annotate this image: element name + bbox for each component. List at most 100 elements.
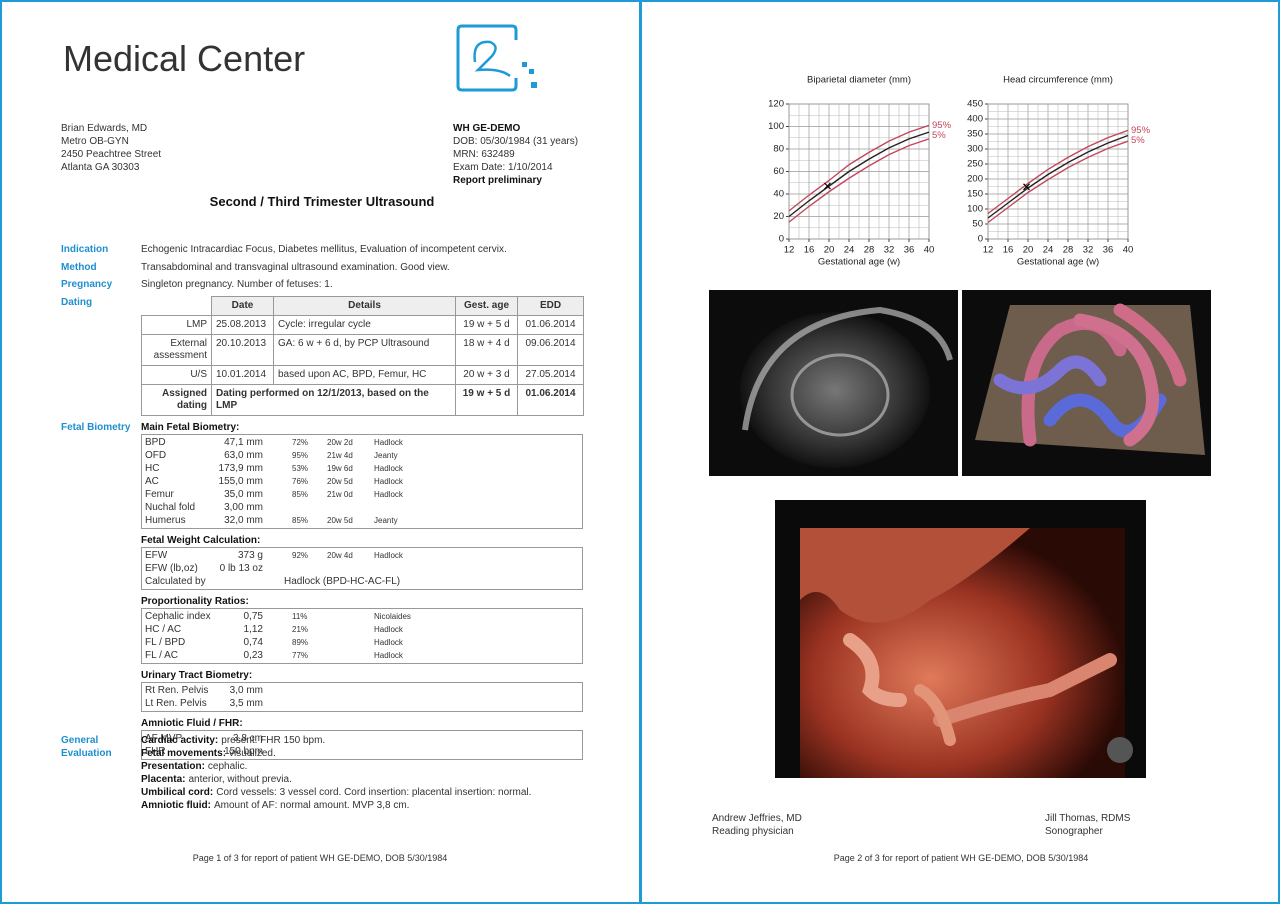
y-tick-label: 20 (773, 211, 784, 222)
table-cell: 20 w + 3 d (455, 365, 518, 385)
biometry-cell: AF MVP (145, 733, 183, 744)
patient-line: Report preliminary (453, 175, 542, 186)
patient-point (1023, 183, 1030, 191)
biometry-cell: Nicolaides (374, 612, 411, 621)
legend-label: 5% (932, 130, 946, 141)
chart-title: Biparietal diameter (mm) (807, 75, 911, 86)
table-cell (141, 296, 212, 316)
biometry-cell: 1,12 (243, 624, 263, 635)
report-title: Second / Third Trimester Ultrasound (209, 194, 435, 209)
biometry-cell: 63,0 mm (224, 450, 263, 461)
biometry-cell: 3,0 mm (229, 685, 263, 696)
y-tick-label: 250 (967, 159, 983, 170)
footer: Page 2 of 3 for report of patient WH GE-… (833, 853, 1089, 863)
biometry-cell: HC (145, 463, 160, 474)
general-item: Presentation: cephalic. (141, 760, 247, 773)
dating-table: Date Details Gest. age EDD LMP 25.08.2013 Cycl… (141, 296, 584, 416)
x-tick-label: 40 (1123, 245, 1134, 256)
x-tick-label: 28 (1063, 245, 1074, 256)
doctor-line: Metro OB-GYN (61, 136, 129, 147)
group-box: Rt Ren. Pelvis 3,0 mm Lt Ren. Pelvis 3,5 mm (141, 682, 583, 712)
table-cell: Details (273, 296, 456, 316)
biometry-cell: 21% (292, 625, 309, 634)
table-cell: Date (211, 296, 274, 316)
section-text: Echogenic Intracardiac Focus, Diabetes m… (141, 244, 507, 255)
biometry-cell: 373 g (237, 550, 263, 561)
biometry-cell: FL / AC (145, 650, 178, 661)
biometry-cell: Calculated by (145, 576, 206, 587)
x-tick-label: 24 (844, 245, 855, 256)
x-tick-label: 36 (1103, 245, 1114, 256)
x-tick-label: 16 (1003, 245, 1014, 256)
biometry-cell: 32,0 mm (224, 515, 263, 526)
signature-role: Reading physician (712, 826, 794, 837)
biometry-cell: 21w 4d (327, 451, 353, 460)
percentile-line (788, 124, 930, 212)
biometry-cell: Hadlock (374, 651, 403, 660)
table-cell: U/S (141, 365, 212, 385)
x-axis-label: Gestational age (w) (1017, 257, 1099, 268)
chart-title: Head circumference (mm) (1003, 75, 1113, 86)
biometry-cell: 3,00 mm (224, 502, 263, 513)
table-cell: 27.05.2014 (517, 365, 584, 385)
biometry-cell: OFD (145, 450, 167, 461)
table-cell: GA: 6 w + 6 d, by PCP Ultrasound (273, 334, 456, 366)
table-cell: Gest. age (455, 296, 518, 316)
section-label: Fetal Biometry (61, 422, 131, 433)
ultrasound-image-2d (709, 290, 958, 476)
percentile-line (987, 140, 1129, 224)
general-item: Amniotic fluid: Amount of AF: normal amou… (141, 799, 409, 812)
item-label: Presentation: (141, 761, 205, 772)
general-item: Fetal movements: visualized. (141, 747, 276, 760)
table-cell: 20.10.2013 (211, 334, 274, 366)
item-label: Placenta: (141, 774, 186, 785)
y-tick-label: 100 (967, 204, 983, 215)
percentile-line (788, 138, 930, 223)
x-tick-label: 20 (1023, 245, 1034, 256)
biometry-cell: 35,0 mm (224, 489, 263, 500)
y-tick-label: 100 (768, 121, 784, 132)
biometry-cell: 0,23 (243, 650, 263, 661)
biometry-cell: HC / AC (145, 624, 182, 635)
footer: Page 1 of 3 for report of patient WH GE-… (192, 853, 448, 863)
x-tick-label: 32 (884, 245, 895, 256)
signature-name: Jill Thomas, RDMS (1045, 813, 1131, 824)
biometry-cell: Hadlock (374, 551, 403, 560)
x-axis-label: Gestational age (w) (818, 257, 900, 268)
y-tick-label: 80 (773, 144, 784, 155)
item-text: Cord vessels: 3 vessel cord. Cord insert… (216, 787, 532, 798)
biometry-cell: 53% (292, 464, 309, 473)
biometry-cell: 3,8 cm (232, 733, 263, 744)
biometry-cell: 21w 0d (327, 490, 353, 499)
section-label: Pregnancy (61, 279, 113, 290)
percentile-line (788, 131, 930, 218)
y-tick-label: 450 (967, 99, 983, 110)
x-tick-label: 16 (804, 245, 815, 256)
table-cell: 01.06.2014 (517, 384, 584, 416)
biometry-cell: BPD (145, 437, 166, 448)
ultrasound-image-3d-render (775, 500, 1146, 778)
biometry-cell: FHR (145, 746, 166, 757)
biometry-cell: Hadlock (374, 638, 403, 647)
biometry-cell: Hadlock (BPD-HC-AC-FL) (284, 576, 401, 587)
page-divider (639, 0, 642, 904)
table-cell: 19 w + 5 d (455, 315, 518, 335)
patient-line: WH GE-DEMO (453, 123, 521, 134)
biometry-cell: 150 bpm (224, 746, 263, 757)
page-title: Medical Center (63, 38, 306, 79)
table-cell: based upon AC, BPD, Femur, HC (273, 365, 456, 385)
biometry-cell: 173,9 mm (218, 463, 263, 474)
item-text: cephalic. (207, 761, 248, 772)
biometry-cell: 89% (292, 638, 309, 647)
biometry-cell: 92% (292, 551, 309, 560)
x-tick-label: 40 (924, 245, 935, 256)
table-cell: 25.08.2013 (211, 315, 274, 335)
group-box: AF MVP 3,8 cm FHR 150 bpm (141, 730, 583, 760)
item-label: Umbilical cord: (141, 787, 214, 798)
signature-role: Sonographer (1045, 826, 1103, 837)
biometry-cell: Hadlock (374, 477, 403, 486)
biometry-cell: Femur (145, 489, 174, 500)
x-tick-label: 12 (784, 245, 795, 256)
table-cell: LMP (141, 315, 212, 335)
